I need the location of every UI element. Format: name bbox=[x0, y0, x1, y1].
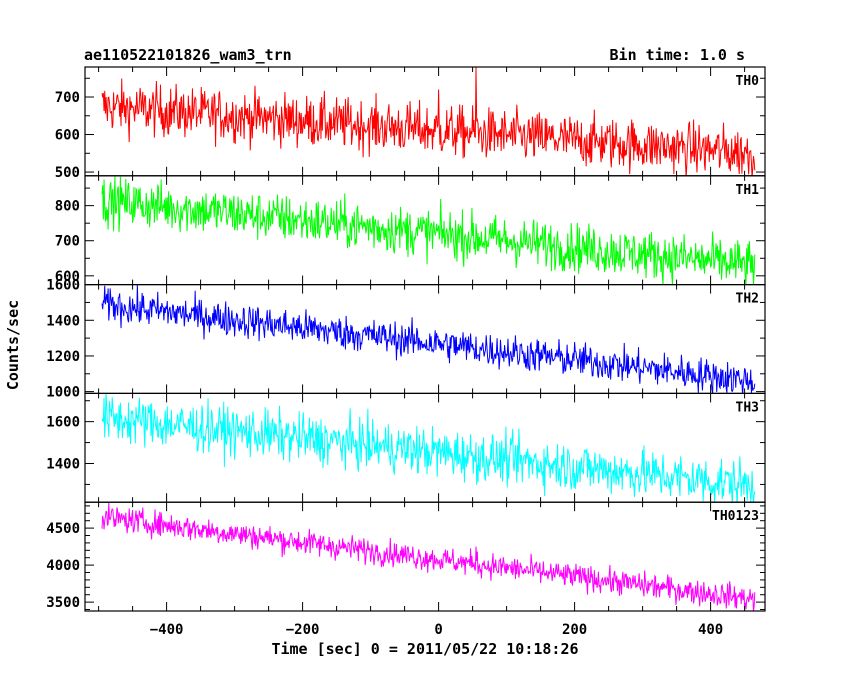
y-tick-label: 600 bbox=[55, 269, 80, 285]
x-axis-title: Time [sec] 0 = 2011/05/22 10:18:26 bbox=[271, 640, 578, 658]
panel-th3: 1400 1600 TH3 bbox=[46, 392, 766, 503]
panel-frame bbox=[84, 501, 766, 612]
y-axis-title: Counts/sec bbox=[4, 300, 22, 390]
panel-th0: 500 600 700 TH0 bbox=[55, 66, 766, 181]
series-line-th0 bbox=[101, 67, 756, 176]
chart-title: ae110522101826_wam3_trn bbox=[84, 46, 292, 64]
y-tick-label: 1400 bbox=[46, 313, 80, 329]
panels: 500 600 700 TH0 600 700 800 TH1 1000 1200 1400 1600… bbox=[46, 66, 766, 612]
y-tick-label: 800 bbox=[55, 199, 80, 215]
panel-label-th0: TH0 bbox=[736, 74, 760, 89]
x-tick-label: −400 bbox=[150, 622, 184, 638]
y-tick-label: 4500 bbox=[46, 521, 80, 537]
y-tick-label: 1200 bbox=[46, 349, 80, 365]
series-line-th0123 bbox=[101, 502, 756, 612]
x-tick-label: 400 bbox=[698, 622, 723, 638]
y-tick-label: 700 bbox=[55, 90, 80, 106]
y-tick-label: 3500 bbox=[46, 595, 80, 611]
panel-label-th2: TH2 bbox=[736, 292, 759, 307]
y-tick-label: 1600 bbox=[46, 278, 80, 294]
y-tick-label: 1000 bbox=[46, 385, 80, 401]
panel-th0123: 3500 4000 4500 TH0123 bbox=[46, 501, 766, 612]
panel-label-th0123: TH0123 bbox=[712, 509, 759, 524]
y-tick-label: 4000 bbox=[46, 558, 80, 574]
panel-label-th3: TH3 bbox=[736, 400, 759, 415]
y-tick-label: 700 bbox=[55, 234, 80, 250]
panel-frame bbox=[84, 66, 766, 177]
x-axis-ticks: −400 −200 0 200 400 bbox=[150, 622, 724, 638]
panel-th1: 600 700 800 TH1 bbox=[55, 175, 766, 286]
x-tick-label: 0 bbox=[434, 622, 442, 638]
panel-label-th1: TH1 bbox=[736, 183, 760, 198]
y-tick-label: 600 bbox=[55, 128, 80, 144]
series-line-th2 bbox=[101, 284, 756, 394]
series-line-th1 bbox=[101, 175, 756, 285]
x-tick-label: 200 bbox=[562, 622, 587, 638]
series-line-th3 bbox=[101, 393, 756, 503]
x-tick-label: −200 bbox=[286, 622, 320, 638]
bin-time-label: Bin time: 1.0 s bbox=[610, 46, 745, 64]
panel-th2: 1000 1200 1400 1600 TH2 bbox=[46, 278, 766, 401]
y-tick-label: 1400 bbox=[46, 456, 80, 472]
y-tick-label: 500 bbox=[55, 165, 80, 181]
panel-frame bbox=[84, 392, 766, 503]
y-tick-label: 1600 bbox=[46, 415, 80, 431]
